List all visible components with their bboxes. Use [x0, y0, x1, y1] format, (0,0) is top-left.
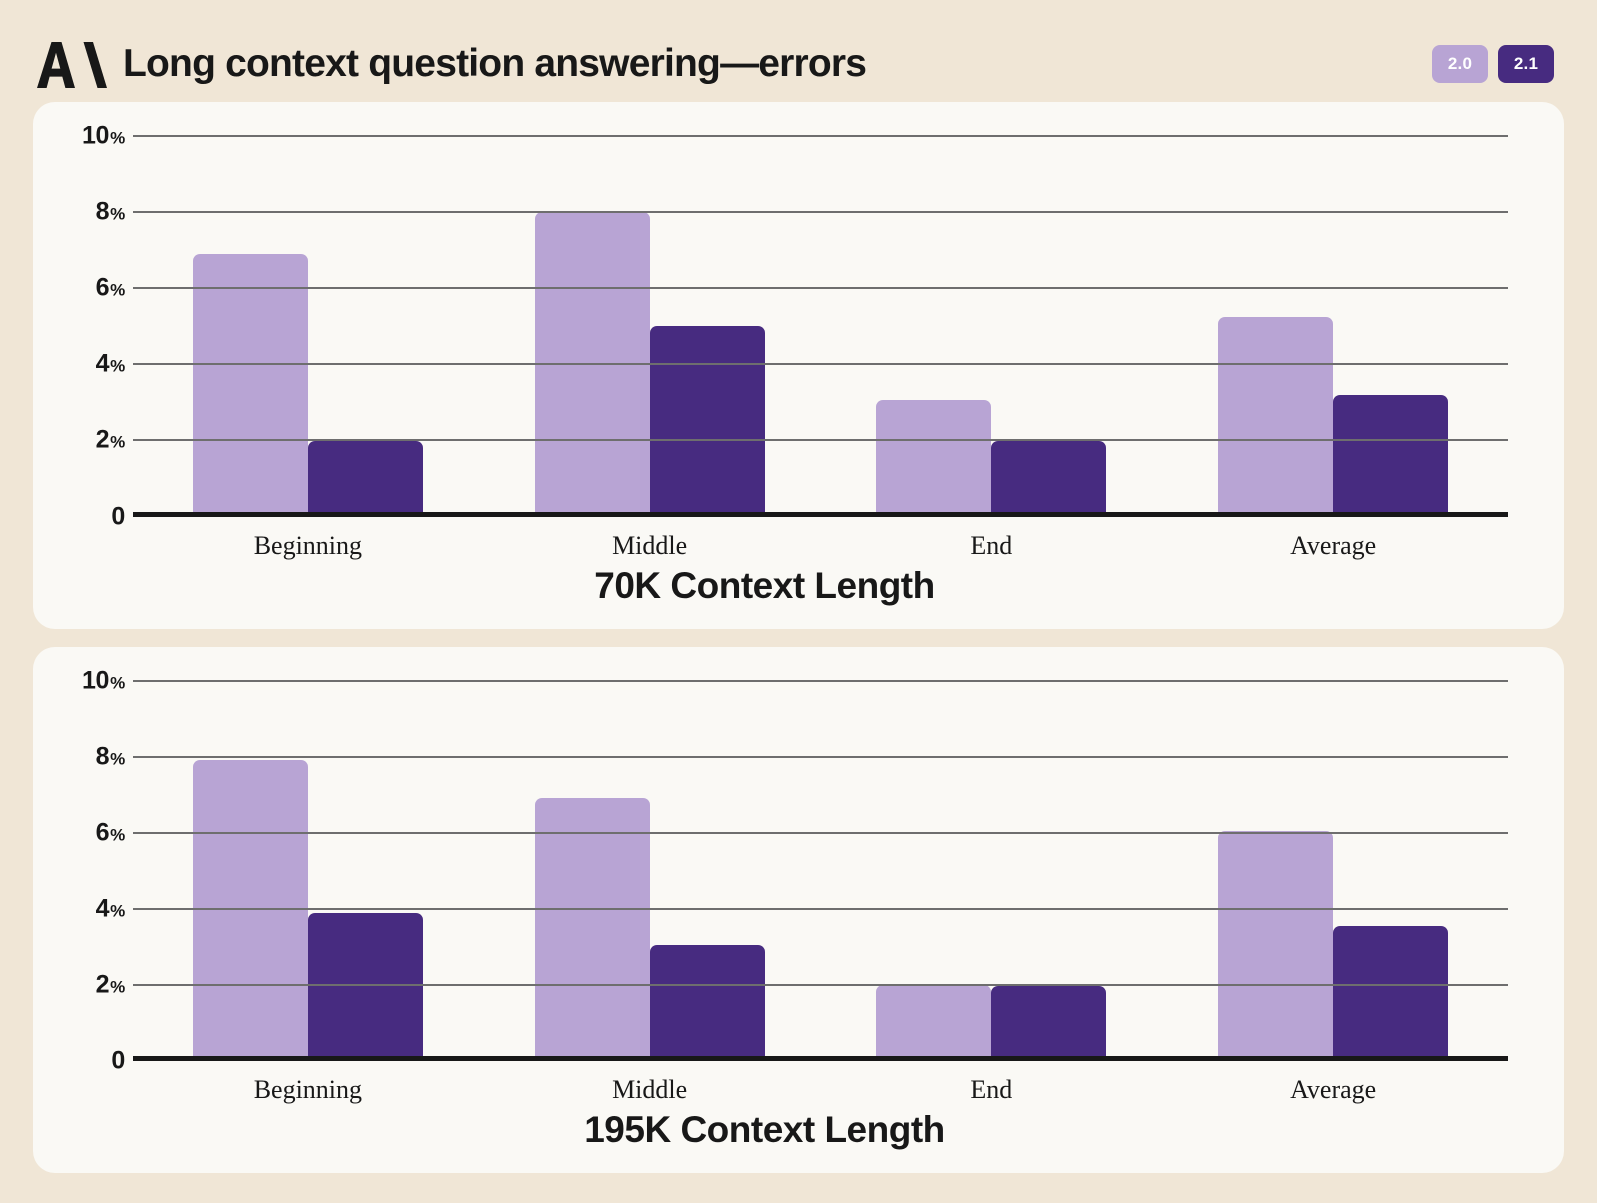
x-axis-baseline [133, 1056, 1508, 1061]
percent-sign: % [110, 204, 125, 224]
y-tick-label-0: 0 [111, 1046, 125, 1075]
x-axis-label-average: Average [1290, 530, 1377, 560]
chart-title-70k: 70K Context Length [594, 564, 935, 606]
y-axis-70k: 10% 8% 6% 4% 2% 0 [55, 122, 133, 531]
x-axis-labels-70k: Beginning Middle End Average [133, 517, 1508, 563]
bar-group [137, 136, 479, 517]
bar-group [821, 681, 1163, 1061]
gridline-8 [133, 211, 1508, 214]
percent-sign: % [110, 901, 125, 921]
chart-card-70k: 10% 8% 6% 4% 2% 0 Beginning Middle End Average 7… [33, 102, 1564, 629]
legend-label-2-0: 2.0 [1447, 54, 1473, 73]
bar-2-0-middle[interactable] [534, 798, 650, 1061]
gridline-6 [133, 287, 1508, 290]
bar-2-0-beginning[interactable] [192, 760, 308, 1061]
bar-2-0-beginning[interactable] [192, 253, 308, 517]
gridline-4 [133, 907, 1508, 910]
x-axis-label-middle: Middle [612, 1075, 688, 1104]
chart-title-195k: 195K Context Length [584, 1109, 945, 1150]
y-tick-label-6: 6% [95, 273, 126, 302]
percent-sign: % [110, 673, 125, 692]
legend-chip-2-0[interactable]: 2.0 [1432, 45, 1488, 83]
page-header: Long context question answering—errors 2… [33, 26, 1564, 102]
percent-sign: % [110, 749, 125, 769]
bar-group [1162, 136, 1504, 517]
x-axis-baseline [133, 511, 1508, 517]
x-axis-labels-195k: Beginning Middle End Average [133, 1061, 1508, 1107]
y-axis-195k: 10% 8% 6% 4% 2% 0 [55, 666, 133, 1075]
bar-2-1-average[interactable] [1333, 925, 1449, 1061]
percent-sign: % [110, 128, 125, 148]
bar-2-0-end[interactable] [876, 400, 992, 517]
y-tick-label-0: 0 [111, 502, 125, 530]
legend-label-2-1: 2.1 [1513, 54, 1539, 73]
bar-groups-195k [133, 681, 1508, 1061]
percent-sign: % [110, 977, 125, 997]
x-axis-label-end: End [970, 530, 1013, 560]
bar-2-0-average[interactable] [1218, 830, 1334, 1061]
gridline-8 [133, 755, 1508, 758]
y-tick-label-8: 8% [95, 197, 126, 226]
gridline-2 [133, 439, 1508, 442]
y-tick-label-6: 6% [95, 818, 126, 847]
percent-sign: % [110, 356, 125, 376]
bar-2-1-middle[interactable] [649, 944, 765, 1061]
x-axis-label-beginning: Beginning [253, 530, 363, 560]
bar-2-0-average[interactable] [1218, 316, 1334, 517]
plot-area-70k [133, 135, 1508, 517]
gridline-2 [133, 983, 1508, 986]
y-tick-label-10: 10% [81, 121, 125, 150]
plot-wrap-70k: 10% 8% 6% 4% 2% 0 [55, 122, 1508, 531]
bar-group [1162, 681, 1504, 1061]
percent-sign: % [110, 825, 125, 845]
percent-sign: % [110, 280, 125, 300]
bar-2-1-end[interactable] [991, 986, 1107, 1061]
bar-group [821, 136, 1163, 517]
page-title: Long context question answering—errors [123, 42, 867, 85]
y-tick-label-4: 4% [95, 349, 126, 378]
x-axis-label-beginning: Beginning [253, 1075, 363, 1104]
gridline-4 [133, 363, 1508, 366]
bar-2-1-beginning[interactable] [307, 912, 423, 1061]
gridline-10 [133, 135, 1508, 137]
bar-2-1-average[interactable] [1333, 394, 1449, 517]
bar-2-0-end[interactable] [876, 984, 992, 1061]
chart-card-195k: 10% 8% 6% 4% 2% 0 Beginning Middle End Average 1… [33, 646, 1564, 1173]
gridline-6 [133, 831, 1508, 834]
bar-groups-70k [133, 136, 1508, 517]
bar-2-1-beginning[interactable] [307, 441, 423, 517]
y-tick-label-4: 4% [95, 894, 126, 923]
bar-group [137, 681, 479, 1061]
gridline-10 [133, 679, 1508, 682]
bar-2-1-end[interactable] [991, 441, 1107, 517]
x-axis-label-middle: Middle [612, 530, 688, 560]
plot-wrap-195k: 10% 8% 6% 4% 2% 0 [55, 666, 1508, 1075]
bar-group [479, 681, 821, 1061]
y-tick-label-2: 2% [95, 425, 126, 454]
bar-2-1-middle[interactable] [649, 326, 765, 517]
x-axis-label-end: End [970, 1075, 1013, 1104]
y-tick-label-10: 10% [81, 666, 125, 694]
anthropic-logo [37, 42, 107, 88]
legend: 2.0 2.1 [1432, 45, 1564, 83]
legend-chip-2-1[interactable]: 2.1 [1498, 45, 1554, 83]
x-axis-label-average: Average [1290, 1075, 1377, 1104]
plot-area-195k [133, 679, 1508, 1061]
bar-group [479, 136, 821, 517]
percent-sign: % [110, 432, 125, 452]
y-tick-label-8: 8% [95, 742, 126, 771]
y-tick-label-2: 2% [95, 970, 126, 999]
